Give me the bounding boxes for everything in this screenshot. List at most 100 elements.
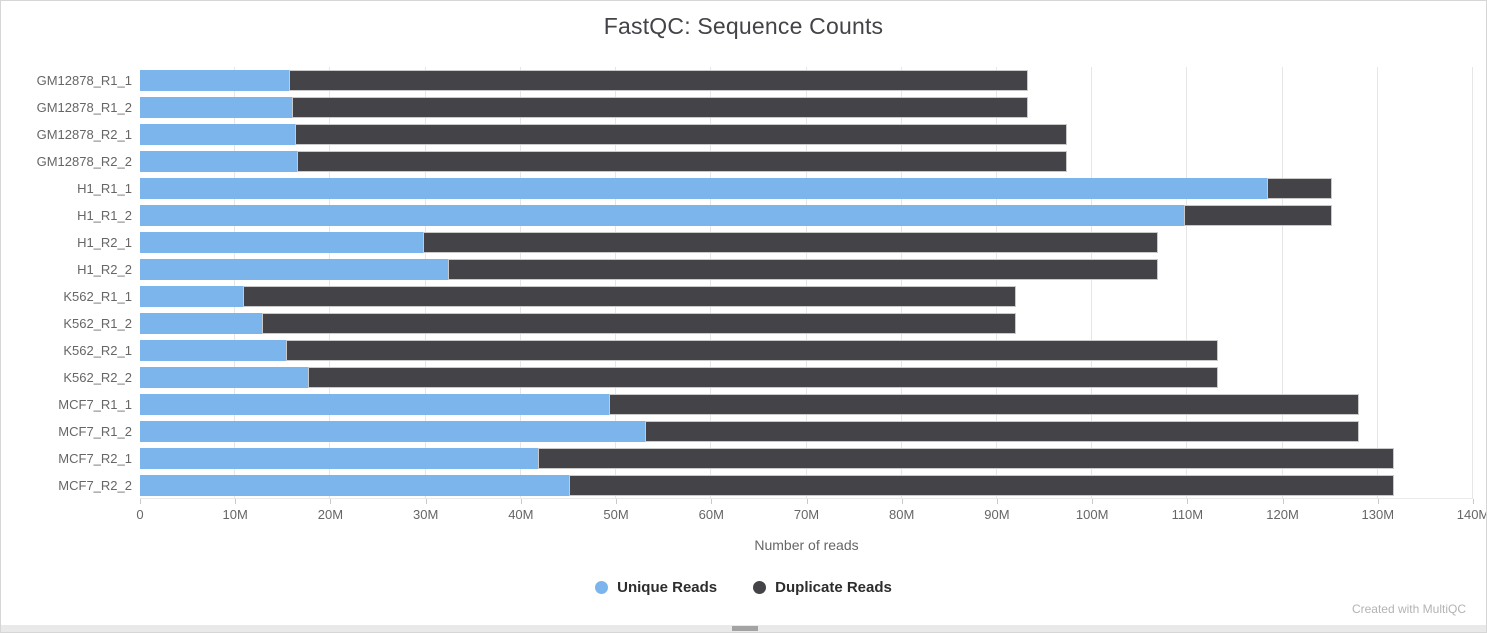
bar-segment-K562_R1_1-unique-reads[interactable] — [140, 286, 243, 307]
x-tick-label-50M: 50M — [603, 507, 629, 522]
gridline-100M — [1091, 67, 1093, 498]
scrollbar-thumb[interactable] — [732, 626, 758, 631]
bar-segment-GM12878_R1_1-unique-reads[interactable] — [140, 70, 289, 91]
x-tick-mark-70M — [806, 499, 808, 504]
x-tick-mark-140M — [1473, 499, 1474, 504]
gridline-40M — [519, 67, 521, 498]
y-axis-label-K562_R1_1: K562_R1_1 — [63, 289, 132, 304]
x-axis: 0 10M 20M 30M 40M 50M 60M 70M 80M 90M 100M 110M 120M… — [136, 499, 1486, 529]
horizontal-scrollbar[interactable] — [1, 625, 1486, 632]
bar-segment-H1_R2_2-duplicate-reads[interactable] — [447, 259, 1158, 280]
bar-segment-K562_R1_2-unique-reads[interactable] — [140, 313, 262, 334]
x-tick-mark-10M — [235, 499, 237, 504]
bar-segment-MCF7_R2_2-unique-reads[interactable] — [140, 475, 570, 496]
duplicate-reads-marker-icon — [753, 581, 767, 594]
bar-segment-MCF7_R1_1-duplicate-reads[interactable] — [609, 394, 1359, 415]
gridline-10M — [234, 67, 236, 498]
x-tick-mark-50M — [616, 499, 618, 504]
bar-segment-GM12878_R2_2-duplicate-reads[interactable] — [297, 151, 1068, 172]
bar-segment-MCF7_R2_1-duplicate-reads[interactable] — [537, 448, 1394, 469]
y-axis-label-GM12878_R1_1: GM12878_R1_1 — [36, 73, 132, 88]
unique-reads-marker-icon — [595, 581, 609, 594]
bar-row-K562_R2_1 — [140, 340, 1473, 361]
bar-segment-K562_R2_1-unique-reads[interactable] — [140, 340, 286, 361]
x-tick-label-90M: 90M — [984, 507, 1010, 522]
y-axis-label-GM12878_R2_2: GM12878_R2_2 — [36, 154, 132, 169]
bar-segment-H1_R2_1-duplicate-reads[interactable] — [422, 232, 1158, 253]
y-axis-label-K562_R2_2: K562_R2_2 — [63, 370, 132, 385]
x-tick-mark-20M — [330, 499, 332, 504]
x-tick-mark-80M — [901, 499, 903, 504]
x-tick-mark-120M — [1282, 499, 1284, 504]
bar-segment-GM12878_R1_2-unique-reads[interactable] — [140, 97, 293, 118]
gridline-140M — [1472, 67, 1473, 498]
gridline-20M — [329, 67, 331, 498]
x-tick-label-10M: 10M — [222, 507, 248, 522]
legend-item-duplicate-reads[interactable]: Duplicate Reads — [753, 579, 892, 596]
x-tick-mark-90M — [996, 499, 998, 504]
plot-area[interactable] — [140, 67, 1473, 499]
x-tick-label-120M: 120M — [1266, 507, 1299, 522]
x-tick-label-140M: 140M — [1456, 507, 1487, 522]
bar-segment-H1_R1_1-unique-reads[interactable] — [140, 178, 1268, 199]
x-tick-label-70M: 70M — [793, 507, 820, 522]
gridline-130M — [1376, 67, 1378, 498]
bar-segment-GM12878_R1_1-duplicate-reads[interactable] — [288, 70, 1029, 91]
bar-row-GM12878_R2_1 — [140, 124, 1473, 145]
bar-segment-MCF7_R2_1-unique-reads[interactable] — [140, 448, 538, 469]
y-axis-label-MCF7_R2_1: MCF7_R2_1 — [58, 451, 132, 466]
y-axis-label-H1_R2_1: H1_R2_1 — [77, 235, 132, 250]
bar-segment-K562_R1_2-duplicate-reads[interactable] — [261, 313, 1016, 334]
bar-segment-MCF7_R1_1-unique-reads[interactable] — [140, 394, 610, 415]
bar-row-H1_R2_1 — [140, 232, 1473, 253]
bar-row-H1_R1_1 — [140, 178, 1473, 199]
bar-segment-H1_R1_1-duplicate-reads[interactable] — [1267, 178, 1333, 199]
x-tick-label-30M: 30M — [412, 507, 439, 522]
x-tick-mark-100M — [1092, 499, 1094, 504]
y-axis-label-GM12878_R1_2: GM12878_R1_2 — [36, 100, 132, 115]
y-axis-label-H1_R1_1: H1_R1_1 — [77, 181, 132, 196]
bar-segment-GM12878_R2_1-duplicate-reads[interactable] — [295, 124, 1068, 145]
x-tick-mark-60M — [711, 499, 713, 504]
y-axis-label-H1_R2_2: H1_R2_2 — [77, 262, 132, 277]
gridline-50M — [615, 67, 617, 498]
x-tick-mark-0 — [140, 499, 141, 504]
bar-segment-H1_R1_2-unique-reads[interactable] — [140, 205, 1184, 226]
bar-row-H1_R1_2 — [140, 205, 1473, 226]
y-axis-label-K562_R1_2: K562_R1_2 — [63, 316, 132, 331]
bar-segment-GM12878_R2_2-unique-reads[interactable] — [140, 151, 298, 172]
bar-segment-MCF7_R1_2-unique-reads[interactable] — [140, 421, 645, 442]
legend-label: Unique Reads — [617, 579, 718, 596]
bar-segment-GM12878_R2_1-unique-reads[interactable] — [140, 124, 296, 145]
bar-row-MCF7_R2_1 — [140, 448, 1473, 469]
bar-row-H1_R2_2 — [140, 259, 1473, 280]
bar-segment-GM12878_R1_2-duplicate-reads[interactable] — [292, 97, 1029, 118]
x-tick-label-100M: 100M — [1075, 507, 1109, 522]
bar-segment-K562_R2_2-unique-reads[interactable] — [140, 367, 308, 388]
bar-segment-K562_R2_1-duplicate-reads[interactable] — [285, 340, 1218, 361]
gridline-80M — [900, 67, 902, 498]
y-axis-label-H1_R1_2: H1_R1_2 — [77, 208, 132, 223]
chart-title: FastQC: Sequence Counts — [603, 13, 884, 39]
bar-segment-H1_R2_1-unique-reads[interactable] — [140, 232, 423, 253]
bar-row-GM12878_R1_1 — [140, 70, 1473, 91]
bar-row-MCF7_R1_2 — [140, 421, 1473, 442]
bar-segment-MCF7_R2_2-duplicate-reads[interactable] — [569, 475, 1394, 496]
legend: Unique Reads Duplicate Reads — [1, 579, 1486, 596]
bar-segment-H1_R2_2-unique-reads[interactable] — [140, 259, 448, 280]
multiqc-credit: Created with MultiQC — [1351, 602, 1466, 616]
bar-segment-K562_R2_2-duplicate-reads[interactable] — [307, 367, 1218, 388]
gridline-70M — [805, 67, 807, 498]
x-axis-title: Number of reads — [754, 537, 859, 553]
bar-segment-H1_R1_2-duplicate-reads[interactable] — [1183, 205, 1333, 226]
x-tick-label-110M: 110M — [1171, 507, 1204, 522]
x-tick-label-0: 0 — [136, 507, 144, 522]
y-axis-label-GM12878_R2_1: GM12878_R2_1 — [36, 127, 132, 142]
bar-segment-MCF7_R1_2-duplicate-reads[interactable] — [644, 421, 1359, 442]
bar-row-K562_R1_1 — [140, 286, 1473, 307]
bar-segment-K562_R1_1-duplicate-reads[interactable] — [242, 286, 1016, 307]
bar-row-K562_R2_2 — [140, 367, 1473, 388]
y-axis-label-MCF7_R2_2: MCF7_R2_2 — [58, 478, 132, 493]
legend-item-unique-reads[interactable]: Unique Reads — [595, 579, 717, 596]
